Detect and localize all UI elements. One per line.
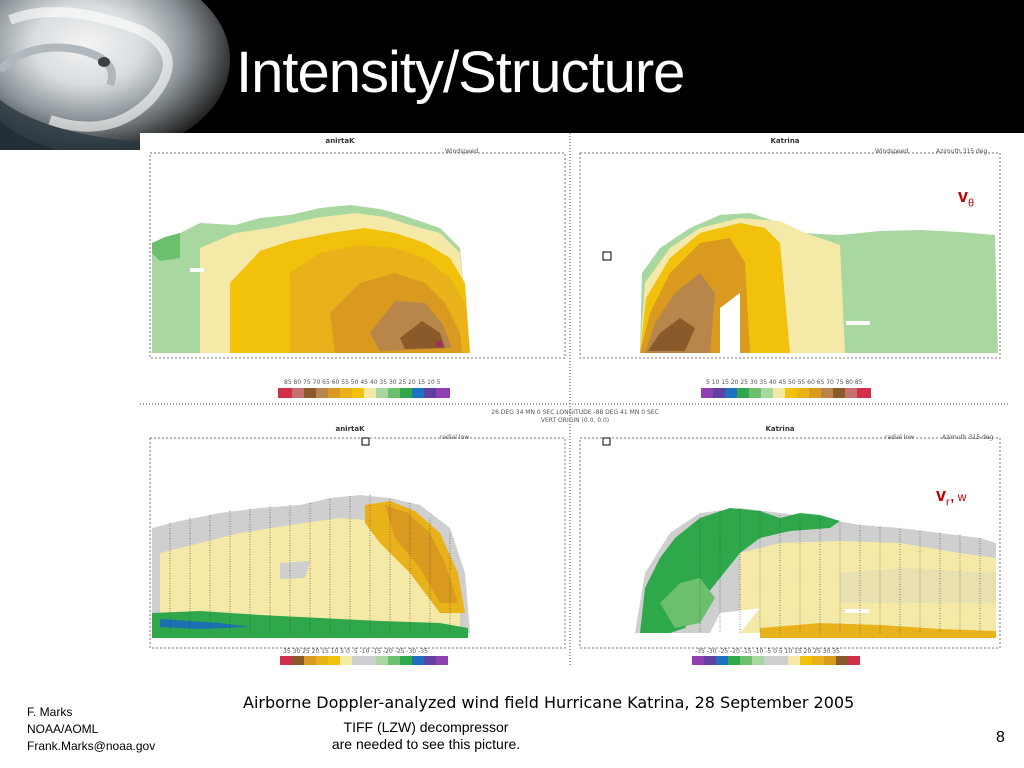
panel-vtheta-right: Katrina Windspeed Azimuth 315 deg 5 10 [579, 137, 1001, 398]
colorbar-top-right: 5 10 15 20 25 30 35 40 45 50 55 60 65 70… [701, 379, 871, 398]
radial-label-bl: radial low [440, 434, 469, 441]
katrina-label-bl: anirtaK [335, 425, 365, 433]
katrina-label-tl: anirtaK [325, 137, 355, 145]
radial-label-br: radial low [885, 434, 914, 441]
author-email: Frank.Marks@noaa.gov [27, 739, 156, 753]
colorbar-top-right-ticks: 5 10 15 20 25 30 35 40 45 50 55 60 65 70… [706, 379, 863, 386]
colorbar-bottom-right-ticks: -35 -30 -25 -20 -15 -10 -5 0 5 10 15 20 … [695, 648, 840, 655]
author-block: F. Marks NOAA/AOML Frank.Marks@noaa.gov [27, 704, 155, 755]
slide-title: Intensity/Structure [236, 40, 685, 105]
author-org: NOAA/AOML [27, 722, 99, 736]
doppler-wind-figure: anirtaK Windspeed 85 80 75 70 65 60 55 [140, 133, 1010, 665]
page-number: 8 [996, 729, 1005, 746]
vtheta-label: vθ [958, 186, 975, 210]
azimuth-label-tr: Azimuth 315 deg [936, 148, 987, 155]
windspeed-label-tl: Windspeed [445, 148, 478, 155]
tiff-line-2: are needed to see this picture. [331, 736, 521, 752]
panel-vr-right: Katrina radial low Azimuth 315 deg -35 - [579, 425, 1001, 665]
colorbar-top-left-ticks: 85 80 75 70 65 60 55 50 45 40 35 30 25 2… [284, 379, 441, 386]
azimuth-label-br: Azimuth 315 deg [942, 434, 993, 441]
panel-vr-left: anirtaK radial low 35 30 25 20 15 [149, 425, 566, 665]
katrina-label-br: Katrina [765, 425, 794, 433]
tiff-line-1: TIFF (LZW) decompressor [343, 719, 509, 735]
katrina-label-tr: Katrina [770, 137, 799, 145]
windspeed-label-tr: Windspeed [875, 148, 908, 155]
center-coords-text: 26 DEG 34 MN 0 SEC LONGITUDE -88 DEG 41 … [491, 409, 658, 416]
colorbar-bottom-right: -35 -30 -25 -20 -15 -10 -5 0 5 10 15 20 … [692, 648, 860, 665]
center-origin-text: VERT ORIGIN (0.0, 0.0) [541, 417, 609, 424]
colorbar-bottom-left-ticks: 35 30 25 20 15 10 5 0 -5 -10 -15 -20 -25… [283, 648, 428, 655]
colorbar-top-left: 85 80 75 70 65 60 55 50 45 40 35 30 25 2… [278, 379, 450, 398]
colorbar-bottom-left: 35 30 25 20 15 10 5 0 -5 -10 -15 -20 -25… [280, 648, 448, 665]
vr-w-label: vr, w [936, 485, 967, 509]
hurricane-satellite-image [0, 0, 230, 150]
figure-caption: Airborne Doppler-analyzed wind field Hur… [243, 693, 855, 712]
panel-vtheta-left: anirtaK Windspeed 85 80 75 70 65 60 55 [149, 137, 566, 398]
tiff-placeholder-message: TIFF (LZW) decompressor are needed to se… [310, 719, 542, 753]
author-name: F. Marks [27, 705, 73, 719]
